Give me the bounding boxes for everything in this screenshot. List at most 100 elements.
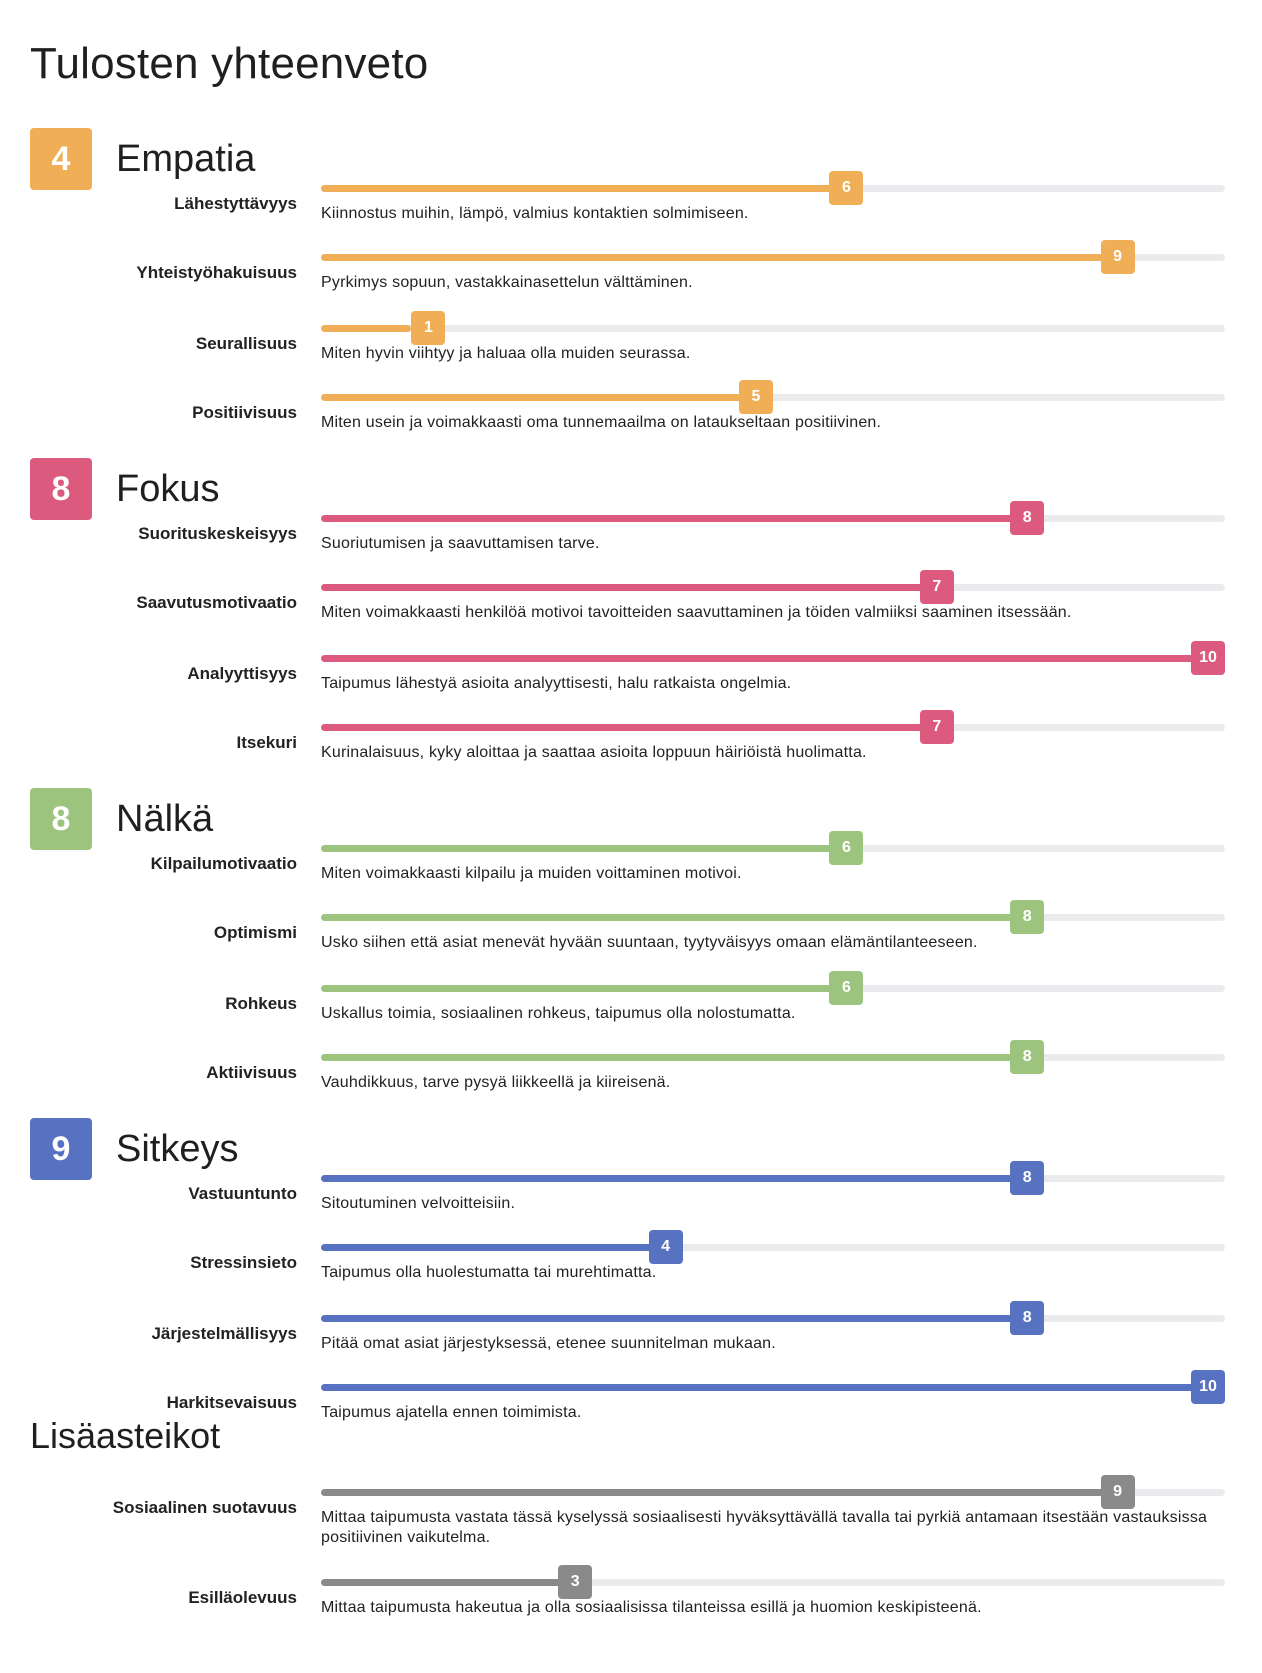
scale-label: Vastuuntunto [188, 1184, 297, 1203]
scale-fill [321, 1054, 1045, 1061]
scale-value-badge: 9 [1100, 240, 1135, 274]
scale-value-badge: 10 [1191, 641, 1225, 675]
scale-row-saavutusmotivaatio: Saavutusmotivaatio 7 Miten voimakkaasti he… [0, 563, 1262, 623]
scale-row-optimismi: Optimismi 8 Usko siihen että asiat menevät… [0, 893, 1262, 953]
scale-row-suorituskeskeisyys: Suorituskeskeisyys 8 Suoriutumisen ja saav… [0, 494, 1262, 554]
scale-description: Kurinalaisuus, kyky aloittaa ja saattaa … [321, 744, 867, 761]
scale-value-badge: 7 [919, 710, 954, 744]
extra-scales-section: Lisäasteikot Sosiaalinen suotavuus 9 Mitta… [0, 1418, 1262, 1668]
scale-fill [321, 985, 864, 992]
scale-value-badge: 7 [919, 570, 954, 604]
scale-description: Suoriutumisen ja saavuttamisen tarve. [321, 535, 600, 552]
scale-track: 10 [321, 1370, 1225, 1404]
scale-fill [321, 185, 864, 192]
section-header: 4 Empatia [30, 128, 255, 190]
scale-value-badge: 1 [411, 311, 446, 345]
section-score-badge: 8 [30, 458, 92, 520]
scale-track: 10 [321, 641, 1225, 675]
scale-fill [321, 254, 1135, 261]
scale-track: 3 [321, 1565, 1225, 1599]
scale-label: Seurallisuus [195, 334, 297, 353]
scale-fill [321, 1579, 593, 1586]
section-title: Fokus [116, 467, 220, 510]
extra-scales-title: Lisäasteikot [30, 1415, 221, 1456]
scale-fill [321, 584, 954, 591]
scale-row-stressinsieto: Stressinsieto 4 Taipumus olla huolestumatt… [0, 1223, 1262, 1283]
scale-label: Rohkeus [225, 994, 297, 1013]
scale-fill [321, 1384, 1225, 1391]
scale-fill [321, 1244, 683, 1251]
section-title: Empatia [116, 137, 256, 180]
section-title: Sitkeys [116, 1127, 239, 1170]
scale-description: Taipumus ajatella ennen toimimista. [321, 1404, 582, 1421]
scale-description: Miten hyvin viihtyy ja haluaa olla muide… [321, 345, 691, 362]
scale-row-seurallisuus: Seurallisuus 1 Miten hyvin viihtyy ja halu… [0, 304, 1262, 364]
section-score-badge: 8 [30, 788, 92, 850]
scale-row-aktiivisuus: Aktiivisuus 8 Vauhdikkuus, tarve pysyä lii… [0, 1033, 1262, 1093]
scale-track: 6 [321, 831, 1225, 865]
scale-fill [321, 1489, 1135, 1496]
scale-track: 8 [321, 900, 1225, 934]
scale-label: Aktiivisuus [206, 1063, 297, 1082]
scale-description: Kiinnostus muihin, lämpö, valmius kontak… [321, 205, 749, 222]
scale-value-badge: 8 [1010, 1161, 1045, 1195]
page-title: Tulosten yhteenveto [30, 39, 429, 88]
scale-track: 6 [321, 971, 1225, 1005]
scale-description: Taipumus lähestyä asioita analyyttisesti… [321, 675, 792, 692]
scale-label: Järjestelmällisyys [151, 1324, 297, 1343]
scale-track: 8 [321, 1301, 1225, 1335]
scale-value-badge: 10 [1191, 1370, 1225, 1404]
scale-value-badge: 8 [1010, 1301, 1045, 1335]
scale-fill [321, 845, 864, 852]
scale-track: 9 [321, 240, 1225, 274]
scale-value-badge: 3 [558, 1565, 593, 1599]
scale-label: Sosiaalinen suotavuus [112, 1498, 297, 1517]
scale-row-positiivisuus: Positiivisuus 5 Miten usein ja voimakkaast… [0, 373, 1262, 433]
scale-track: 4 [321, 1230, 1225, 1264]
scale-label: Kilpailumotivaatio [150, 854, 297, 873]
scale-fill [321, 1175, 1045, 1182]
scale-row-analyyttisyys: Analyyttisyys 10 Taipumus lähestyä asioita… [0, 634, 1262, 694]
scale-label: Suorituskeskeisyys [138, 524, 297, 543]
scale-label: Harkitsevaisuus [166, 1393, 297, 1412]
scale-description: Taipumus olla huolestumatta tai murehtim… [321, 1264, 657, 1281]
scale-value-badge: 6 [829, 171, 864, 205]
scale-track: 7 [321, 570, 1225, 604]
scale-fill [321, 1315, 1045, 1322]
scale-track: 1 [321, 311, 1225, 345]
scale-fill [321, 724, 954, 731]
scale-value-badge: 4 [648, 1230, 683, 1264]
scale-value-badge: 8 [1010, 900, 1045, 934]
scale-track: 5 [321, 380, 1225, 414]
scale-description: Miten usein ja voimakkaasti oma tunnemaa… [321, 414, 882, 431]
section-title: Nälkä [116, 797, 214, 840]
scale-row-rohkeus: Rohkeus 6 Uskallus toimia, sosiaalinen roh… [0, 964, 1262, 1024]
section-score-badge: 4 [30, 128, 92, 190]
scale-label: Itsekuri [236, 733, 297, 752]
scale-track: 8 [321, 1161, 1225, 1195]
scale-track: 8 [321, 501, 1225, 535]
scale-description: Usko siihen että asiat menevät hyvään su… [321, 934, 978, 951]
scale-track: 6 [321, 171, 1225, 205]
scale-description: Pyrkimys sopuun, vastakkainasettelun väl… [321, 274, 693, 291]
scale-fill [321, 655, 1225, 662]
scale-label: Yhteistyöhakuisuus [136, 263, 297, 282]
section-header: 8 Nälkä [30, 788, 213, 850]
section-sitkeys: 9 Sitkeys Vastuuntunto 8 Sitoutuminen velvoi… [0, 1118, 1262, 1448]
scale-row-harkitsevaisuus: Harkitsevaisuus 10 Taipumus ajatella ennen… [0, 1363, 1262, 1423]
scale-label: Lähestyttävyys [174, 194, 297, 213]
scale-row-lahestyttavyys: Lähestyttävyys 6 Kiinnostus muihin, lämpö,… [0, 164, 1262, 224]
scale-row-sosiaalinen-suotavuus: Sosiaalinen suotavuus 9 Mittaa taipumusta … [0, 1468, 1262, 1546]
scale-track: 8 [321, 1040, 1225, 1074]
section-empatia: 4 Empatia Lähestyttävyys 6 Kiinnostus muihin… [0, 128, 1262, 458]
section-score-badge: 9 [30, 1118, 92, 1180]
scale-label: Esilläolevuus [188, 1588, 297, 1607]
scale-track: 7 [321, 710, 1225, 744]
scale-row-kilpailumotivaatio: Kilpailumotivaatio 6 Miten voimakkaasti ki… [0, 824, 1262, 884]
scale-row-yhteistyohakuisuus: Yhteistyöhakuisuus 9 Pyrkimys sopuun, vast… [0, 233, 1262, 293]
scale-value-badge: 5 [739, 380, 773, 414]
scale-row-vastuuntunto: Vastuuntunto 8 Sitoutuminen velvoitteisiin… [0, 1154, 1262, 1214]
scale-label: Stressinsieto [190, 1253, 297, 1272]
scale-row-itsekuri: Itsekuri 7 Kurinalaisuus, kyky aloittaa ja… [0, 703, 1262, 763]
scale-label: Positiivisuus [192, 403, 297, 422]
